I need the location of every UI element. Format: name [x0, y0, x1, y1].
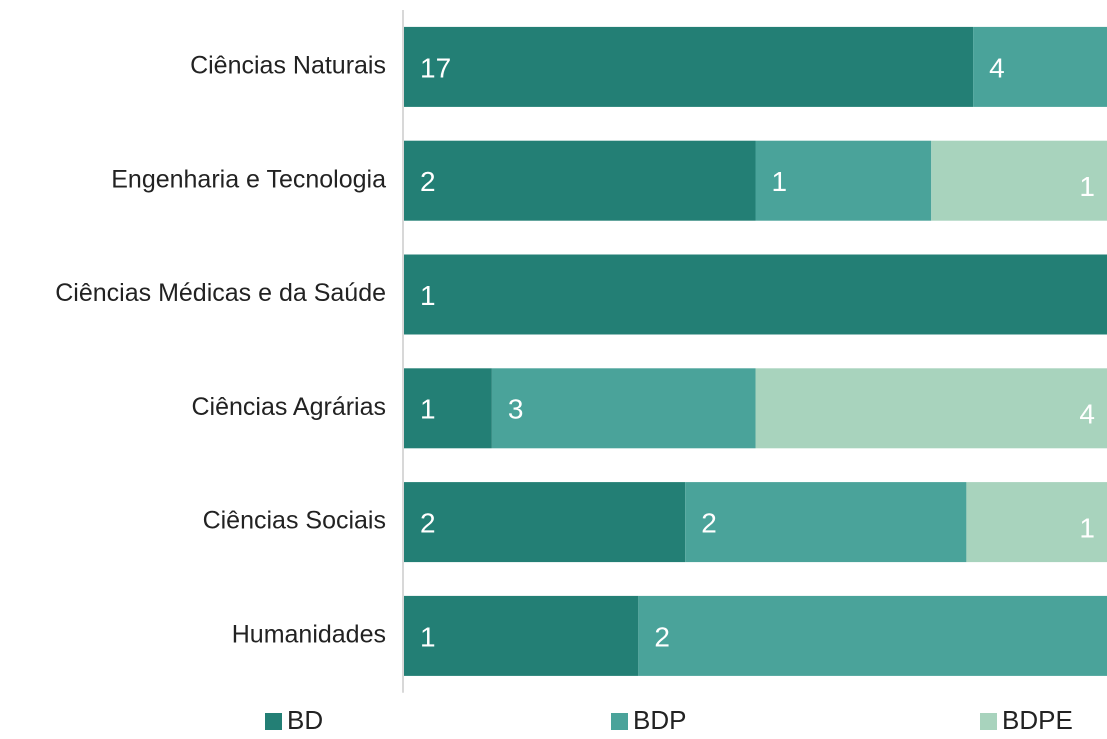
- legend-swatch: [265, 713, 282, 730]
- data-label: 4: [1079, 399, 1095, 430]
- bar-segment: [404, 26, 974, 107]
- y-tick-label: Ciências Naturais: [190, 52, 386, 80]
- y-tick-label: Ciências Sociais: [203, 507, 386, 535]
- data-label: 1: [772, 166, 788, 197]
- bar-segment: [404, 368, 492, 449]
- legend-label: BD: [287, 705, 323, 735]
- bar-segment: [404, 140, 756, 221]
- data-label: 1: [1079, 171, 1095, 202]
- bar-segment: [966, 482, 1107, 563]
- legend-swatch: [980, 713, 997, 730]
- data-label: 2: [654, 621, 670, 652]
- y-tick-label: Humanidades: [232, 621, 386, 649]
- bar-segment: [931, 140, 1107, 221]
- legend-label: BDP: [633, 705, 686, 735]
- data-label: 4: [989, 52, 1005, 83]
- legend-swatch: [611, 713, 628, 730]
- bar-segment: [491, 368, 756, 449]
- y-tick-label: Ciências Médicas e da Saúde: [55, 279, 386, 307]
- data-label: 3: [508, 394, 524, 425]
- bar-segment: [973, 26, 1107, 107]
- legend-label: BDPE: [1002, 705, 1073, 735]
- data-label: 1: [420, 394, 436, 425]
- data-label: 17: [420, 52, 451, 83]
- y-tick-label: Engenharia e Tecnologia: [111, 165, 386, 193]
- y-tick-label: Ciências Agrárias: [191, 393, 386, 421]
- data-label: 1: [420, 280, 436, 311]
- bar-segment: [685, 482, 967, 563]
- bar-segment: [404, 482, 686, 563]
- bar-segment: [755, 140, 932, 221]
- data-label: 2: [420, 166, 436, 197]
- bar-segment: [404, 595, 639, 676]
- data-label: 2: [420, 507, 436, 538]
- bar-segment: [404, 254, 1107, 335]
- bar-segment: [638, 595, 1107, 676]
- data-label: 2: [701, 507, 717, 538]
- bar-segment: [755, 368, 1107, 449]
- data-label: 1: [420, 621, 436, 652]
- data-label: 1: [1079, 512, 1095, 543]
